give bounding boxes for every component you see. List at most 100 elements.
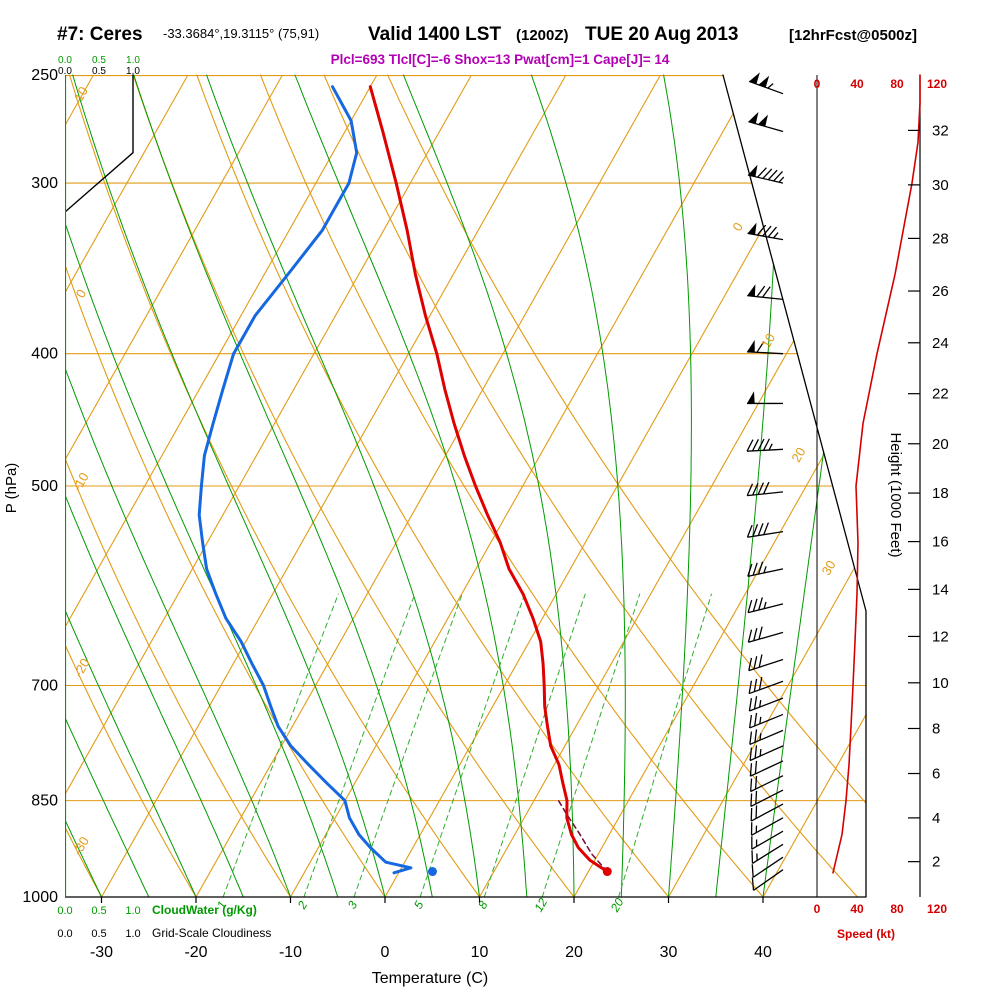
wind-barb-full — [761, 286, 771, 298]
right-boundary-line — [722, 74, 867, 898]
isotherm-line — [65, 74, 189, 898]
cloudwater-scale-label: 1.0 — [125, 905, 140, 917]
height-tick-label: 22 — [932, 386, 949, 403]
cloudiness-scale-label: 1.0 — [125, 928, 140, 940]
dry-adiabat-line — [69, 74, 481, 898]
moist-adiabat-line — [65, 74, 197, 898]
wind-barb-staff — [748, 658, 784, 672]
wind-barb-full — [762, 225, 772, 237]
wind-barb-full — [752, 598, 758, 612]
mixing-ratio-label: 2 — [294, 898, 310, 912]
mixing-ratio-line — [303, 593, 416, 898]
dry-adiabat-line — [65, 74, 292, 898]
temperature-tick-label: -30 — [90, 944, 113, 961]
wind-barb-full — [751, 877, 755, 891]
height-tick-label: 28 — [932, 230, 949, 247]
wind-barb-full — [754, 776, 758, 790]
pressure-tick-label: 700 — [31, 678, 58, 695]
wind-barb-full — [748, 680, 753, 694]
height-tick-label: 26 — [932, 283, 949, 300]
wind-barb-half — [759, 749, 762, 757]
wind-barb-staff — [748, 631, 784, 643]
wind-barb-flag — [747, 284, 756, 297]
valid-time: Valid 1400 LST — [368, 24, 501, 45]
wind-barb-full — [749, 778, 753, 792]
wind-barb-full — [758, 626, 763, 640]
wind-barb-full — [753, 696, 758, 710]
wind-barb-flag — [749, 72, 760, 84]
cloudwater-scale-label: 0.5 — [92, 55, 106, 66]
moist-adiabat-line — [530, 74, 626, 898]
temperature-trace — [368, 85, 609, 874]
speed-tick-label: 0 — [814, 902, 821, 916]
wind-barb-half — [759, 700, 762, 708]
speed-tick-label: 120 — [927, 77, 947, 91]
temperature-tick-label: 30 — [660, 944, 678, 961]
temperature-tick-label: 0 — [381, 944, 390, 961]
mixing-ratio-line — [541, 593, 641, 898]
wind-barb-flag — [747, 391, 755, 404]
wind-barb-full — [762, 168, 773, 179]
wind-barb-staff — [749, 697, 784, 712]
wind-barb-full — [748, 657, 753, 671]
wind-barb-full — [756, 224, 767, 236]
dry-adiabat-line — [65, 74, 386, 898]
cloudiness-scale-label: 0.5 — [92, 66, 106, 77]
isotherm-line — [195, 74, 661, 898]
wind-barb-full — [757, 523, 764, 536]
mixing-ratio-line — [353, 593, 463, 898]
cloudwater-scale-label: 0.0 — [58, 55, 72, 66]
height-axis-title: Height (1000 Feet) — [887, 432, 904, 557]
dry-adiabat-label: 10 — [71, 84, 91, 104]
wind-barb-full — [749, 747, 753, 761]
moist-adiabat-line — [72, 74, 386, 898]
isotherm-label: 30 — [819, 558, 839, 578]
mixing-ratio-line — [483, 593, 586, 898]
dry-adiabat-label: -10 — [69, 470, 91, 494]
wind-barb-staff — [747, 174, 784, 184]
speed-trace — [832, 74, 921, 874]
dry-adiabat-label: -20 — [70, 656, 92, 680]
wind-barb-full — [752, 482, 759, 496]
wind-barb-full — [758, 597, 763, 611]
isotherm-line — [290, 74, 756, 898]
cloudiness-axis-title: Grid-Scale Cloudiness — [152, 926, 271, 940]
moist-adiabat-line — [294, 74, 528, 898]
speed-axis-title: Speed (kt) — [837, 927, 895, 941]
grid-layer — [65, 74, 866, 898]
temperature-tick-label: -20 — [184, 944, 207, 961]
height-tick-label: 4 — [932, 810, 940, 827]
isotherm-label: 10 — [758, 331, 778, 351]
wind-barb-full — [758, 676, 763, 690]
cloudwater-scale-label: 1.0 — [126, 55, 140, 66]
wind-barb-full — [763, 522, 770, 535]
dry-adiabat-label: 0 — [73, 287, 90, 301]
mixing-ratio-line — [618, 593, 712, 898]
height-tick-label: 18 — [932, 485, 949, 502]
wind-barb-half — [763, 566, 767, 574]
wind-barb-full — [752, 562, 758, 576]
wind-barb-flag — [758, 75, 770, 88]
height-tick-label: 20 — [932, 436, 949, 453]
pressure-tick-label: 250 — [31, 67, 58, 84]
parcel-trace — [557, 799, 609, 873]
wind-barb-flag — [747, 222, 757, 235]
isotherm-line — [101, 74, 567, 898]
cloud-fraction-trace — [65, 74, 134, 898]
wind-barb-half — [763, 601, 767, 609]
wind-barb-staff — [748, 680, 784, 695]
cloudwater-scale-label: 0.0 — [57, 905, 72, 917]
temperature-tick-label: 20 — [565, 944, 583, 961]
wind-barb-full — [757, 482, 765, 495]
wind-barb-full — [747, 629, 753, 643]
wind-barb-full — [749, 763, 753, 777]
wind-barb-full — [754, 760, 758, 774]
temperature-tick-label: 10 — [471, 944, 489, 961]
dry-adiabat-line — [196, 74, 670, 898]
wind-barbs — [746, 72, 785, 891]
cloudwater-axis-title: CloudWater (g/Kg) — [152, 903, 257, 917]
height-tick-label: 8 — [932, 720, 940, 737]
wind-barb-staff — [752, 856, 784, 878]
moist-adiabat-line — [715, 74, 779, 898]
